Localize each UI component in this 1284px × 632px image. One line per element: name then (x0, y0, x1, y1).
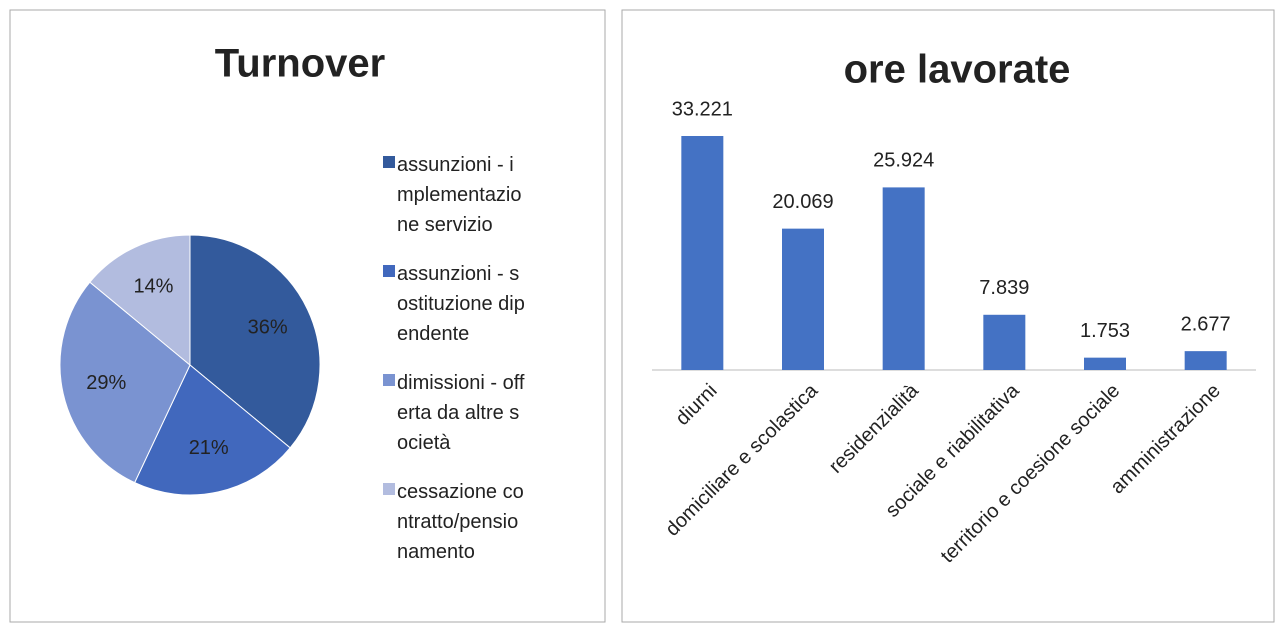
legend-label: cessazione contratto/pensionamento (397, 481, 524, 563)
data-label: 29% (86, 372, 126, 394)
pie-slice (59, 281, 191, 484)
legend-swatch (383, 156, 395, 168)
bar (782, 228, 824, 370)
data-label: 36% (248, 317, 288, 339)
bar (1184, 351, 1227, 370)
data-label: 20.069 (772, 191, 833, 213)
data-label: 7.839 (979, 277, 1029, 299)
bar (882, 187, 925, 370)
legend-swatch (383, 374, 395, 386)
pie-slice (89, 234, 191, 367)
legend-label: assunzioni - sostituzione dipendente (397, 263, 525, 345)
chart-title: Turnover (215, 42, 385, 86)
pie-slice (189, 234, 321, 449)
bar (681, 136, 724, 370)
legend-label: dimissioni - offerta da altre società (397, 372, 525, 454)
panel (621, 9, 1275, 623)
pie-slice (133, 364, 291, 496)
legend-swatch (383, 483, 395, 495)
bar (1084, 357, 1126, 370)
data-label: 2.677 (1181, 313, 1231, 335)
legend-label: assunzioni - implementazione servizio (397, 154, 522, 236)
data-label: 25.924 (873, 150, 934, 172)
data-label: 21% (189, 437, 229, 459)
bar (983, 314, 1026, 370)
chart-title: ore lavorate (844, 48, 1071, 92)
data-label: 33.221 (672, 98, 733, 120)
legend-swatch (383, 265, 395, 277)
data-label: 14% (133, 276, 173, 298)
data-label: 1.753 (1080, 320, 1130, 342)
